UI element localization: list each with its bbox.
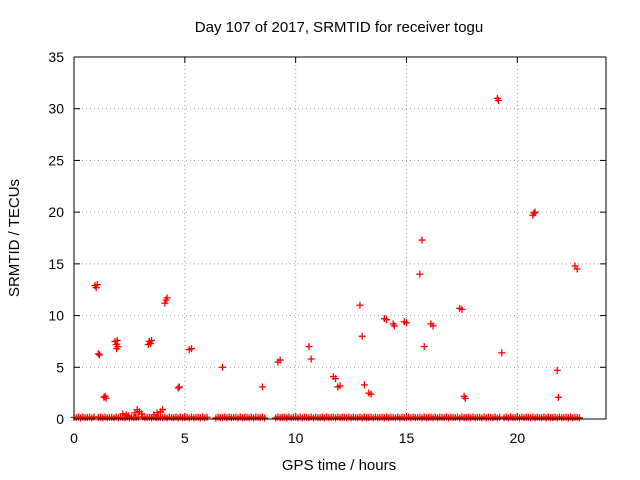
data-point <box>113 336 121 344</box>
baseline-point <box>261 414 269 422</box>
data-point <box>94 350 102 358</box>
y-tick-label: 30 <box>48 101 64 117</box>
x-tick-label: 10 <box>288 430 304 446</box>
data-point <box>358 332 366 340</box>
data-point <box>416 270 424 278</box>
x-axis-title: GPS time / hours <box>282 457 396 474</box>
data-point <box>219 363 227 371</box>
data-point <box>458 305 466 313</box>
data-point <box>187 345 195 353</box>
y-axis-title: SRMTID / TECUs <box>6 179 23 297</box>
grid-lines <box>74 57 606 419</box>
data-point <box>93 281 101 289</box>
data-point <box>383 316 391 324</box>
data-point <box>174 384 182 392</box>
data-point <box>461 394 469 402</box>
data-point <box>276 356 284 364</box>
data-point <box>175 383 183 391</box>
y-tick-label: 10 <box>48 308 64 324</box>
y-tick-label: 15 <box>48 256 64 272</box>
x-tick-label: 0 <box>70 430 78 446</box>
data-point <box>494 96 502 104</box>
data-point <box>92 284 100 292</box>
data-point <box>403 319 410 327</box>
data-point <box>418 236 426 244</box>
x-tick-label: 5 <box>181 430 189 446</box>
chart-title: Day 107 of 2017, SRMTID for receiver tog… <box>195 19 483 36</box>
data-point <box>420 343 428 351</box>
data-point <box>102 394 110 402</box>
y-tick-label: 0 <box>56 411 64 427</box>
data-point <box>119 410 127 418</box>
data-point <box>146 339 154 347</box>
y-tick-label: 20 <box>48 204 64 220</box>
baseline-point <box>575 414 583 422</box>
data-point <box>429 322 437 330</box>
data-point <box>360 381 368 389</box>
data-point <box>161 299 169 307</box>
data-point <box>530 209 538 217</box>
data-point <box>573 265 581 273</box>
data-point <box>148 336 156 344</box>
x-tick-label: 20 <box>510 430 526 446</box>
axis-tick-marks <box>73 56 606 420</box>
data-point <box>336 382 344 390</box>
data-point <box>356 301 364 309</box>
y-axis-tick-labels: 0 5 10 15 20 25 30 35 <box>48 49 64 427</box>
data-point <box>498 349 506 357</box>
data-point <box>332 375 340 383</box>
data-point <box>258 383 266 391</box>
data-point <box>554 393 562 401</box>
x-axis-tick-labels: 0 5 10 15 20 <box>70 430 525 446</box>
y-tick-label: 5 <box>56 359 64 375</box>
data-point <box>305 343 313 351</box>
data-point <box>531 208 539 216</box>
y-tick-label: 25 <box>48 152 64 168</box>
data-point <box>114 343 122 351</box>
baseline-point <box>203 413 211 421</box>
data-point <box>95 351 103 359</box>
data-point <box>367 390 375 398</box>
data-point <box>124 412 132 420</box>
data-point <box>553 366 561 374</box>
data-points <box>70 94 583 422</box>
data-point <box>138 410 146 418</box>
data-point <box>159 406 167 414</box>
plot-frame <box>73 56 607 420</box>
y-tick-label: 35 <box>48 49 64 65</box>
data-point <box>153 409 161 417</box>
x-tick-label: 15 <box>399 430 415 446</box>
data-point <box>390 322 398 330</box>
data-point <box>307 355 315 363</box>
data-point <box>163 294 171 302</box>
